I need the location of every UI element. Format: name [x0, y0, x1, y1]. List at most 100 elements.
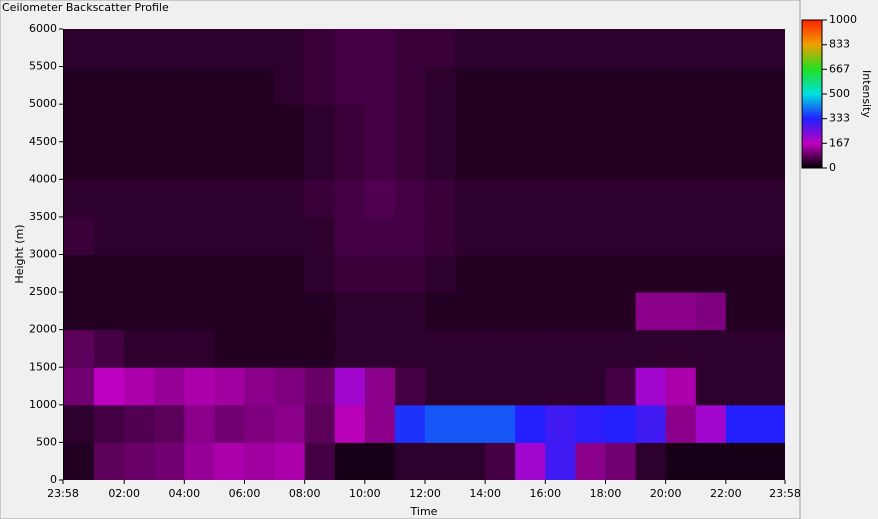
heatmap-cell: [695, 216, 727, 255]
heatmap-cell: [725, 141, 757, 180]
heatmap-cell: [244, 104, 276, 143]
heatmap-cell: [124, 329, 155, 368]
colorbar-tick-label: 833: [829, 38, 850, 51]
heatmap-cell: [214, 141, 246, 180]
heatmap-cell: [184, 29, 215, 68]
heatmap-cell: [575, 367, 607, 406]
heatmap-cell: [545, 329, 576, 368]
heatmap-cell: [124, 29, 155, 68]
heatmap-cell: [755, 141, 785, 180]
y-tick-label: 2500: [29, 285, 57, 298]
heatmap-cell: [635, 442, 667, 480]
heatmap-cell: [154, 254, 185, 293]
heatmap-cell: [665, 141, 697, 180]
heatmap-cell: [425, 404, 456, 443]
y-tick-label: 4000: [29, 172, 57, 185]
heatmap-cell: [94, 404, 125, 443]
heatmap-cell: [274, 141, 306, 180]
heatmap-cell: [695, 104, 727, 143]
heatmap-cell: [364, 329, 396, 368]
heatmap-cell: [304, 179, 336, 218]
y-tick-label: 3500: [29, 210, 57, 223]
heatmap-cell: [394, 404, 426, 443]
x-tick-label: 08:00: [289, 487, 321, 500]
heatmap-cell: [425, 104, 456, 143]
heatmap-cell: [364, 254, 396, 293]
heatmap-cell: [455, 179, 486, 218]
heatmap-cell: [94, 141, 125, 180]
heatmap-cell: [244, 254, 276, 293]
heatmap-cell: [515, 179, 546, 218]
heatmap-cell: [394, 442, 426, 480]
heatmap-cell: [214, 292, 246, 331]
heatmap-cell: [455, 367, 486, 406]
heatmap-cell: [334, 367, 366, 406]
heatmap-cell: [665, 254, 697, 293]
heatmap-cell: [725, 216, 757, 255]
heatmap-cell: [425, 179, 456, 218]
y-axis-label: Height (m): [13, 224, 26, 283]
heatmap-cell: [184, 442, 215, 480]
y-tick-label: 2000: [29, 323, 57, 336]
heatmap-cell: [304, 329, 336, 368]
heatmap-cell: [64, 179, 95, 218]
heatmap-cell: [334, 216, 366, 255]
heatmap-cell: [244, 216, 276, 255]
heatmap-cell: [755, 367, 785, 406]
heatmap-cell: [545, 66, 576, 105]
heatmap-cell: [364, 104, 396, 143]
x-tick-label: 18:00: [590, 487, 622, 500]
heatmap-cell: [244, 141, 276, 180]
heatmap-cell: [244, 179, 276, 218]
heatmap-cell: [425, 29, 456, 68]
y-tick-label: 500: [36, 435, 57, 448]
heatmap-cell: [214, 442, 246, 480]
heatmap-cell: [364, 29, 396, 68]
heatmap-cell: [214, 367, 246, 406]
heatmap-cell: [515, 254, 546, 293]
heatmap-cell: [154, 216, 185, 255]
heatmap-cell: [334, 442, 366, 480]
heatmap-cell: [515, 367, 546, 406]
heatmap-cell: [545, 141, 576, 180]
heatmap-cell: [94, 179, 125, 218]
heatmap-cell: [274, 442, 306, 480]
heatmap-cell: [274, 329, 306, 368]
heatmap-cell: [755, 329, 785, 368]
x-tick-label: 20:00: [650, 487, 682, 500]
heatmap-cell: [394, 216, 426, 255]
heatmap-cell: [184, 367, 215, 406]
heatmap-cell: [304, 66, 336, 105]
heatmap-cell: [64, 292, 95, 331]
heatmap-cell: [394, 179, 426, 218]
heatmap-cell: [635, 404, 667, 443]
heatmap-cell: [485, 292, 516, 331]
heatmap-cell: [64, 29, 95, 68]
heatmap-cell: [364, 179, 396, 218]
heatmap-cell: [94, 66, 125, 105]
heatmap-cell: [154, 442, 185, 480]
heatmap-cell: [755, 442, 785, 480]
colorbar-tick-label: 500: [829, 87, 850, 100]
heatmap-cell: [755, 66, 785, 105]
heatmap-cell: [665, 29, 697, 68]
heatmap-cell: [154, 66, 185, 105]
y-tick-label: 0: [50, 473, 57, 486]
heatmap-cell: [755, 404, 785, 443]
y-tick-label: 4500: [29, 135, 57, 148]
heatmap-cell: [274, 66, 306, 105]
heatmap-cell: [485, 29, 516, 68]
heatmap-cell: [605, 29, 637, 68]
heatmap-cell: [695, 141, 727, 180]
heatmap-cell: [94, 292, 125, 331]
heatmap-cell: [394, 254, 426, 293]
heatmap-cell: [485, 104, 516, 143]
y-tick-label: 1000: [29, 398, 57, 411]
heatmap-cell: [575, 292, 607, 331]
heatmap-cell: [455, 141, 486, 180]
heatmap-cell: [425, 442, 456, 480]
heatmap-cell: [485, 141, 516, 180]
heatmap-cell: [124, 292, 155, 331]
heatmap-cell: [455, 292, 486, 331]
heatmap-cell: [455, 442, 486, 480]
